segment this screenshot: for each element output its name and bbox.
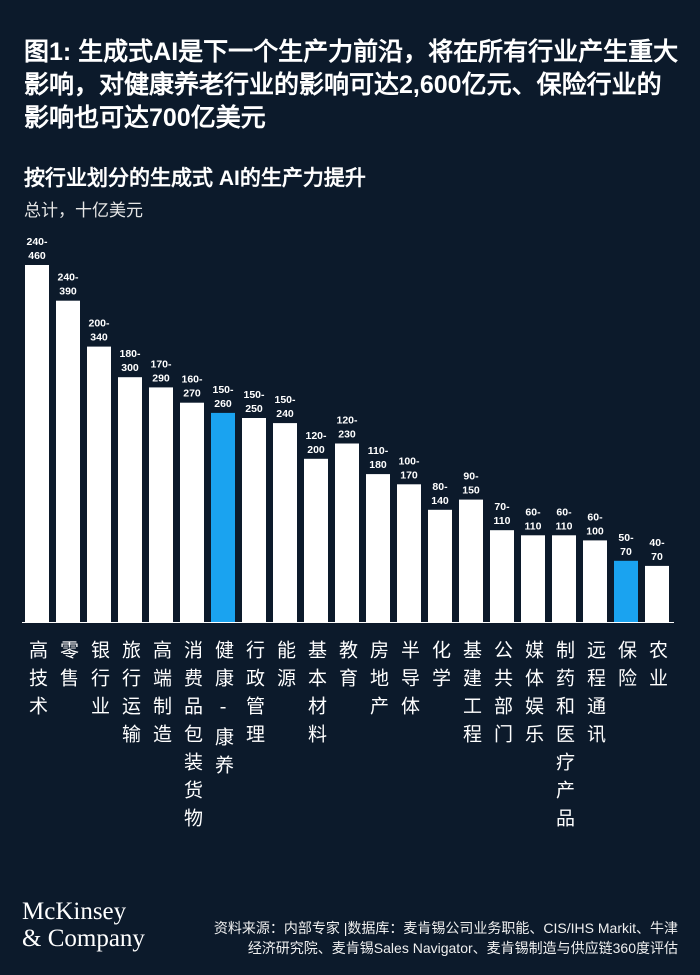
data-label-18: 60-100	[586, 511, 604, 537]
category-label-8: 能源	[274, 640, 296, 696]
bar-3	[118, 377, 142, 622]
category-label-16: 媒体娱乐	[522, 640, 544, 752]
data-label-7: 150-250	[243, 389, 265, 415]
data-label-14: 90-150	[462, 471, 480, 497]
source-note: 资料来源：内部专家 |数据库：麦肯锡公司业务职能、CIS/IHS Markit、…	[178, 918, 678, 958]
category-label-20: 农业	[646, 640, 668, 696]
category-label-19: 保险	[615, 640, 637, 696]
figure-title: 图1: 生成式AI是下一个生产力前沿，将在所有行业产生重大影响，对健康养老行业的…	[24, 38, 679, 132]
bar-9	[304, 458, 328, 622]
data-label-3: 180-300	[119, 348, 141, 374]
source-line-2: 经济研究院、麦肯锡Sales Navigator、麦肯锡制造与供应链360度评估	[247, 940, 678, 956]
bar-7	[242, 418, 266, 622]
bar-5	[180, 402, 204, 622]
data-label-19: 50-70	[618, 532, 634, 558]
bar-11	[366, 474, 390, 622]
data-label-13: 80-140	[431, 481, 449, 507]
bar-15	[490, 530, 514, 622]
data-label-20: 40-70	[649, 537, 665, 563]
bar-17	[552, 535, 576, 622]
category-label-15: 公共部门	[491, 640, 513, 752]
bar-2	[87, 346, 111, 622]
category-label-1: 零售	[57, 640, 79, 696]
category-label-12: 半导体	[398, 640, 420, 724]
bar-8	[273, 423, 297, 622]
bar-4	[149, 387, 173, 622]
category-label-9: 基本材料	[305, 640, 327, 752]
data-label-0: 240-460	[26, 236, 48, 262]
logo-line-2: & Company	[22, 925, 145, 952]
data-label-6: 150-260	[212, 384, 234, 410]
chart-unit: 总计，十亿美元	[24, 201, 143, 220]
bar-14	[459, 499, 483, 622]
data-label-10: 120-230	[336, 415, 358, 441]
category-label-18: 远程通讯	[584, 640, 606, 752]
category-label-2: 银行业	[88, 640, 110, 724]
bar-20	[645, 565, 669, 622]
bar-0	[25, 265, 49, 622]
category-label-17: 制药和医疗产品	[553, 640, 575, 836]
category-label-0: 高技术	[26, 640, 48, 724]
source-line-1: 资料来源：内部专家 |数据库：麦肯锡公司业务职能、CIS/IHS Markit、…	[213, 920, 678, 936]
data-label-8: 150-240	[274, 394, 296, 420]
category-label-6: 健康-康养	[212, 640, 234, 783]
data-label-4: 170-290	[150, 358, 172, 384]
category-label-3: 旅行运输	[119, 640, 141, 752]
bar-chart: 240-460 240-390 200-340 180-300 170-290 160-2…	[25, 236, 669, 622]
bar-18	[583, 540, 607, 622]
category-label-4: 高端制造	[150, 640, 172, 752]
bar-12	[397, 484, 421, 622]
bar-10	[335, 443, 359, 622]
data-label-11: 110-180	[368, 445, 389, 471]
category-label-14: 基建工程	[460, 640, 482, 752]
data-label-12: 100-170	[398, 455, 420, 481]
data-label-16: 60-110	[525, 506, 542, 532]
mckinsey-logo: McKinsey & Company	[22, 898, 145, 952]
data-label-15: 70-110	[494, 501, 511, 527]
bar-16	[521, 535, 545, 622]
data-label-5: 160-270	[181, 374, 203, 400]
category-label-5: 消费品包装货物	[181, 640, 203, 836]
bar-19	[614, 560, 638, 622]
category-label-10: 教育	[336, 640, 358, 696]
data-label-1: 240-390	[57, 272, 79, 298]
logo-line-1: McKinsey	[22, 898, 127, 925]
category-label-7: 行政管理	[243, 640, 265, 752]
chart-title: 按行业划分的生成式 AI的生产力提升	[24, 167, 366, 190]
bar-6	[211, 412, 235, 622]
baseline	[22, 622, 674, 623]
bar-1	[56, 300, 80, 622]
category-label-13: 化学	[429, 640, 451, 696]
data-label-17: 60-110	[556, 506, 573, 532]
data-label-9: 120-200	[305, 430, 327, 456]
bar-13	[428, 509, 452, 622]
data-label-2: 200-340	[88, 318, 110, 344]
category-label-11: 房地产	[367, 640, 389, 724]
